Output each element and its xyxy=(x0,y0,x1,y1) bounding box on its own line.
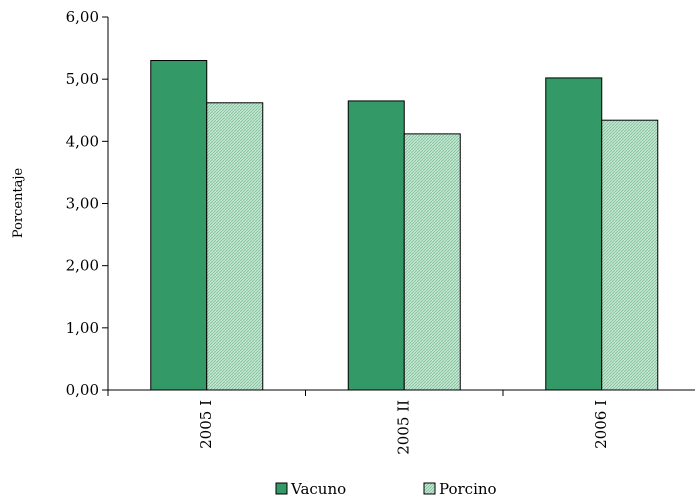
bar-porcino-1 xyxy=(403,133,461,391)
legend-swatch-vacuno xyxy=(275,482,288,495)
y-tick-label: 2,00 xyxy=(66,257,99,275)
bar-porcino-2 xyxy=(601,119,659,391)
y-axis-title: Porcentaje xyxy=(11,168,26,239)
x-axis xyxy=(107,389,695,396)
bar-vacuno-0 xyxy=(150,60,208,391)
bar-vacuno-1 xyxy=(347,100,405,391)
legend: Vacuno Porcino xyxy=(275,480,497,498)
legend-label-vacuno: Vacuno xyxy=(290,480,346,498)
y-axis: 0,00 1,00 2,00 3,00 4,00 5,00 6,00 xyxy=(66,8,109,399)
y-tick-label: 0,00 xyxy=(66,381,99,399)
category-labels: 2005 I 2005 II 2006 I xyxy=(197,400,610,455)
legend-swatch-porcino xyxy=(423,482,436,495)
x-tick-label: 2005 II xyxy=(394,400,412,455)
x-tick-label: 2005 I xyxy=(197,400,215,449)
y-tick-label: 1,00 xyxy=(66,319,99,337)
bar-vacuno-2 xyxy=(545,77,603,391)
bars-group xyxy=(150,60,659,391)
y-tick-label: 4,00 xyxy=(66,132,99,150)
legend-label-porcino: Porcino xyxy=(439,480,497,498)
x-tick-label: 2006 I xyxy=(592,400,610,449)
y-tick-label: 3,00 xyxy=(66,195,99,213)
y-tick-label: 6,00 xyxy=(66,8,99,26)
y-tick-label: 5,00 xyxy=(66,70,99,88)
bar-porcino-0 xyxy=(206,102,264,391)
